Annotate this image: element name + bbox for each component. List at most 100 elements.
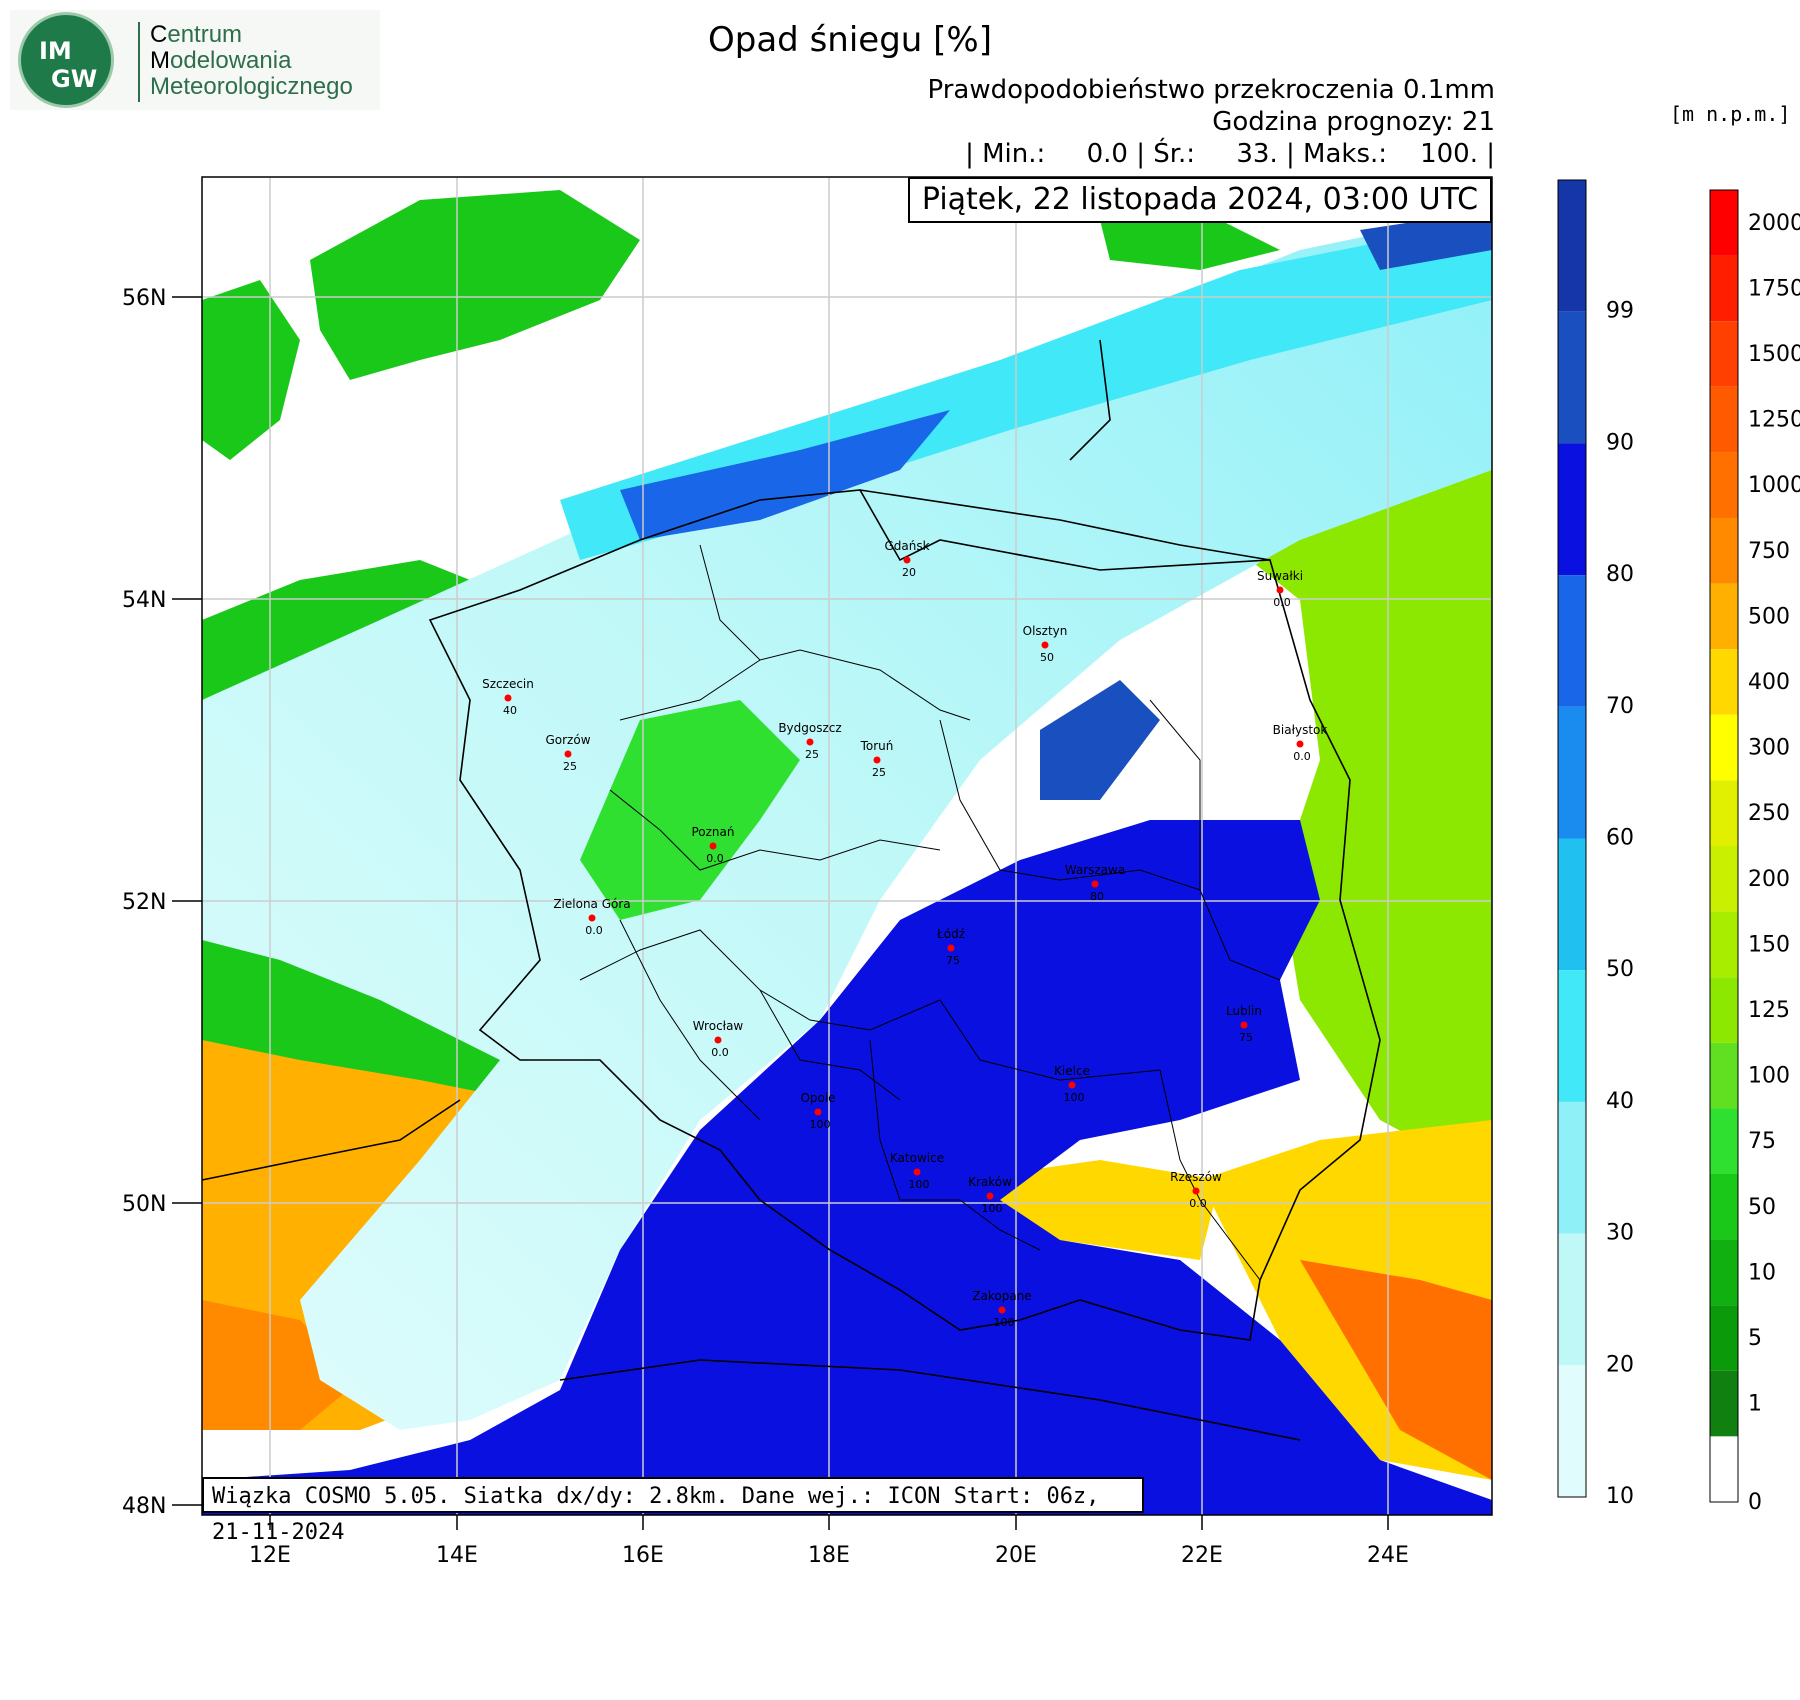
stats-line: | Min.: 0.0 | Śr.: 33. | Maks.: 100. | — [965, 139, 1495, 169]
city-dot — [814, 1108, 822, 1116]
city-name: Poznań — [691, 825, 734, 839]
city-dot — [588, 914, 596, 922]
city-value: 100 — [982, 1202, 1003, 1215]
lon-label: 16E — [622, 1543, 664, 1568]
prob-scale-label: 20 — [1606, 1352, 1634, 1377]
height-scale-label: 2000 — [1748, 211, 1800, 236]
city-name: Białystok — [1273, 723, 1328, 737]
city-value: 80 — [1090, 890, 1104, 903]
city-marker: Zakopane 100 — [972, 1289, 1031, 1329]
height-scale-label: 10 — [1748, 1260, 1776, 1285]
city-value: 100 — [1064, 1091, 1085, 1104]
city-dot — [913, 1168, 921, 1176]
prob-scale-swatch — [1558, 311, 1586, 444]
prob-scale-label: 60 — [1606, 826, 1634, 851]
country-borders — [201, 339, 1381, 1441]
height-scale-swatch — [1710, 1174, 1738, 1240]
city-name: Wrocław — [693, 1019, 744, 1033]
height-scale-swatch — [1710, 190, 1738, 256]
height-scale-label: 125 — [1748, 998, 1790, 1023]
city-value: 75 — [946, 954, 960, 967]
city-value: 25 — [872, 766, 886, 779]
city-marker: Bydgoszcz 25 — [778, 721, 841, 761]
lon-label: 18E — [808, 1543, 850, 1568]
city-value: 0.0 — [1293, 750, 1311, 763]
city-marker: Szczecin 40 — [482, 677, 534, 717]
lat-labels: 56N 54N 52N 50N 48N — [122, 286, 166, 1519]
lon-label: 24E — [1367, 1543, 1409, 1568]
city-name: Katowice — [890, 1151, 944, 1165]
height-scale-swatch — [1710, 452, 1738, 518]
lon-labels: 12E 14E 16E 18E 20E 22E 24E — [249, 1543, 1409, 1568]
city-value: 0.0 — [585, 924, 603, 937]
height-scale-swatch — [1710, 583, 1738, 650]
height-scale-swatch — [1710, 714, 1738, 781]
height-scale-swatch — [1710, 1108, 1738, 1174]
city-dot — [873, 756, 881, 764]
city-dot — [564, 750, 572, 758]
valid-date: Piątek, 22 listopada 2024, 03:00 UTC — [908, 177, 1492, 223]
city-value: 50 — [1040, 651, 1054, 664]
city-dot — [986, 1192, 994, 1200]
height-scale-swatch — [1710, 977, 1738, 1043]
prob-scale-label: 30 — [1606, 1221, 1634, 1246]
lon-label: 14E — [436, 1543, 478, 1568]
height-scale-label: 500 — [1748, 604, 1790, 629]
height-scale-swatch — [1710, 911, 1738, 978]
prob-scale-swatch — [1558, 575, 1586, 707]
prob-scale-frame — [1557, 179, 1587, 1498]
prob-scale-swatch — [1558, 180, 1586, 312]
lat-label: 54N — [122, 588, 166, 613]
height-scale-swatch — [1710, 1239, 1738, 1306]
city-name: Lublin — [1226, 1004, 1262, 1018]
city-name: Kraków — [968, 1175, 1012, 1189]
city-marker: Opole 100 — [800, 1091, 835, 1131]
height-scale-swatch — [1710, 386, 1738, 453]
city-name: Toruń — [860, 739, 894, 753]
city-value: 0.0 — [1273, 596, 1291, 609]
city-marker: Warszawa 80 — [1065, 863, 1125, 903]
city-dot — [998, 1306, 1006, 1314]
graticule — [202, 177, 1492, 1515]
height-scale-swatch — [1710, 518, 1738, 584]
city-name: Zakopane — [972, 1289, 1031, 1303]
height-colorbar: 2000175015001250100075050040030025020015… — [1709, 189, 1800, 1515]
city-value: 100 — [810, 1118, 831, 1131]
city-name: Kielce — [1054, 1064, 1090, 1078]
city-dot — [1240, 1021, 1248, 1029]
city-dot — [1296, 740, 1304, 748]
city-marker: Gorzów 25 — [545, 733, 590, 773]
city-value: 0.0 — [711, 1046, 729, 1059]
lat-label: 52N — [122, 890, 166, 915]
city-value: 25 — [563, 760, 577, 773]
subtitle-forecast-hour: Godzina prognozy: 21 — [1212, 107, 1495, 137]
city-marker: Lublin 75 — [1226, 1004, 1262, 1044]
city-name: Suwałki — [1257, 569, 1303, 583]
height-scale-frame — [1709, 189, 1739, 1503]
city-marker: Białystok 0.0 — [1273, 723, 1328, 763]
prob-scale-label: 90 — [1606, 430, 1634, 455]
prob-scale-label: 40 — [1606, 1089, 1634, 1114]
height-scale-label: 1000 — [1748, 473, 1800, 498]
height-scale-label: 400 — [1748, 670, 1790, 695]
height-scale-swatch — [1710, 1436, 1738, 1502]
subtitle-probability: Prawdopodobieństwo przekroczenia 0.1mm — [927, 75, 1495, 105]
city-marker: Poznań 0.0 — [691, 825, 734, 865]
city-value: 0.0 — [706, 852, 724, 865]
prob-scale-swatch — [1558, 1101, 1586, 1234]
city-marker: Łódź 75 — [936, 927, 965, 967]
city-dot — [806, 738, 814, 746]
city-dot — [1068, 1081, 1076, 1089]
city-name: Rzeszów — [1170, 1170, 1222, 1184]
lat-label: 48N — [122, 1494, 166, 1519]
height-units: [m n.p.m.] — [1670, 102, 1791, 126]
height-scale-label: 750 — [1748, 539, 1790, 564]
map-frame — [201, 176, 1493, 1516]
height-scale-label: 150 — [1748, 932, 1790, 957]
city-markers: Gdańsk 20 Suwałki 0.0 Olsztyn 50 Szczecin 40 Byd… — [482, 539, 1327, 1329]
lon-label: 22E — [1181, 1543, 1223, 1568]
height-scale-label: 1500 — [1748, 342, 1800, 367]
city-value: 40 — [503, 704, 517, 717]
city-value: 100 — [909, 1178, 930, 1191]
